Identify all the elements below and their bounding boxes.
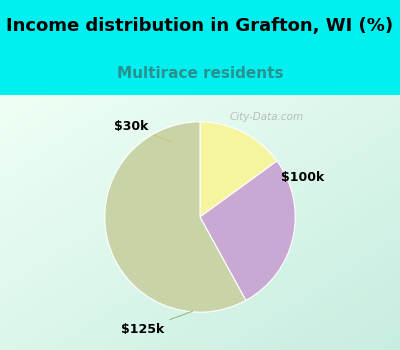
Text: $125k: $125k — [121, 311, 193, 336]
Wedge shape — [200, 161, 295, 300]
Text: Multirace residents: Multirace residents — [117, 66, 283, 81]
Text: City-Data.com: City-Data.com — [230, 112, 304, 122]
Wedge shape — [105, 122, 246, 312]
Text: $30k: $30k — [114, 120, 171, 142]
Wedge shape — [200, 122, 277, 217]
Text: Income distribution in Grafton, WI (%): Income distribution in Grafton, WI (%) — [6, 18, 394, 35]
Text: $100k: $100k — [271, 170, 324, 188]
